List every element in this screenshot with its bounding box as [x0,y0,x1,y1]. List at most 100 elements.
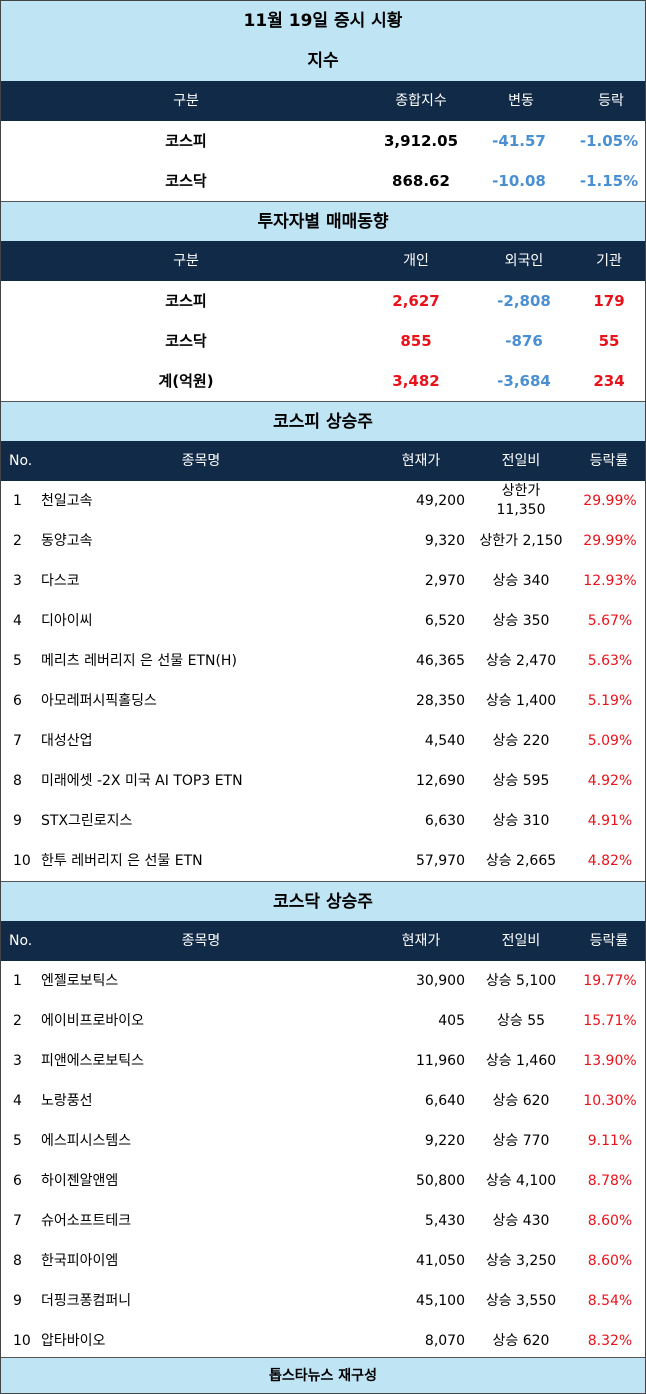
header-no: No. [9,453,33,469]
stock-no: 6 [13,693,22,709]
stock-rate: 15.71% [583,1013,637,1029]
stock-price: 6,640 [424,1093,465,1109]
stock-price: 9,220 [424,1133,465,1149]
index-table-body: 코스피 3,912.05 -41.57 -1.05% 코스닥 868.62 -10.08 -1… [1,121,645,201]
market-name: 코스피 [165,292,207,310]
stock-row: 7 대성산업 4,540 상승 220 5.09% [1,721,645,761]
stock-name: 에이비프로바이오 [41,1013,145,1029]
stock-row: 9 더핑크퐁컴퍼니 45,100 상승 3,550 8.54% [1,1281,645,1321]
stock-diff: 상승 1,460 [485,1053,557,1069]
index-table-header: 구분 종합지수 변동 등락 [1,81,645,121]
stock-price: 57,970 [416,853,465,869]
stock-diff: 상승 595 [492,773,550,789]
header-foreign: 외국인 [504,253,544,269]
kospi-gainers-body: 1 천일고속 49,200 상한가 11,350 29.99% 2 동양고속 9,320 상한가 … [1,481,645,881]
individual-value: 3,482 [392,372,440,390]
index-section-title: 지수 [1,41,645,81]
stock-rate: 29.99% [583,533,637,549]
stock-diff: 상승 2,665 [485,853,557,869]
stock-no: 6 [13,1173,22,1189]
stock-name: 천일고속 [41,493,93,509]
stock-rate: 19.77% [583,973,637,989]
stock-no: 8 [13,1253,22,1269]
stock-diff: 상한가 2,150 [479,533,563,549]
stock-price: 46,365 [416,653,465,669]
stock-no: 3 [13,1053,22,1069]
stock-no: 8 [13,773,22,789]
stock-rate: 10.30% [583,1093,637,1109]
index-row: 코스피 3,912.05 -41.57 -1.05% [1,121,645,161]
stock-diff: 상승 430 [492,1213,550,1229]
stock-price: 11,960 [416,1053,465,1069]
kosdaq-gainers-title: 코스닥 상승주 [1,881,645,921]
index-rate: -1.15% [579,172,639,190]
stock-row: 1 엔젤로보틱스 30,900 상승 5,100 19.77% [1,961,645,1001]
stock-name: 피앤에스로보틱스 [41,1053,145,1069]
header-diff: 전일비 [501,453,541,469]
header-category: 구분 [173,93,199,109]
stock-rate: 8.60% [587,1253,633,1269]
individual-value: 2,627 [392,292,440,310]
market-name: 코스닥 [165,172,207,190]
stock-name: 한국피아이엠 [41,1253,119,1269]
stock-diff: 상승 1,400 [485,693,557,709]
stock-row: 4 디아이씨 6,520 상승 350 5.67% [1,601,645,641]
stock-price: 8,070 [424,1333,465,1349]
stock-name: 하이젠알앤엠 [41,1173,119,1189]
foreign-value: -3,684 [497,372,551,390]
index-row: 코스닥 868.62 -10.08 -1.15% [1,161,645,201]
stock-diff: 상승 310 [492,813,550,829]
stock-diff: 상승 55 [496,1013,546,1029]
stock-price: 28,350 [416,693,465,709]
stock-price: 49,200 [416,493,465,509]
stock-name: 대성산업 [41,733,93,749]
stock-diff: 상승 770 [492,1133,550,1149]
stock-diff: 상한가 11,350 [471,481,571,521]
stock-row: 10 압타바이오 8,070 상승 620 8.32% [1,1321,645,1361]
kosdaq-gainers-body: 1 엔젤로보틱스 30,900 상승 5,100 19.77% 2 에이비프로바이오 405 상… [1,961,645,1361]
stock-price: 5,430 [424,1213,465,1229]
stock-no: 9 [13,813,22,829]
stock-name: 한투 레버리지 은 선물 ETN [41,853,203,869]
investor-row: 코스피 2,627 -2,808 179 [1,281,645,321]
stock-name: 아모레퍼시픽홀딩스 [41,693,157,709]
header-individual: 개인 [403,253,429,269]
stock-no: 2 [13,1013,22,1029]
stock-price: 2,970 [424,573,465,589]
foreign-value: -876 [505,332,543,350]
stock-row: 2 에이비프로바이오 405 상승 55 15.71% [1,1001,645,1041]
stock-name: 동양고속 [41,533,93,549]
stock-no: 7 [13,733,22,749]
stock-rate: 5.19% [587,693,633,709]
stock-diff: 상승 3,250 [485,1253,557,1269]
index-value: 3,912.05 [383,132,459,150]
stock-row: 4 노랑풍선 6,640 상승 620 10.30% [1,1081,645,1121]
header-rate: 등락률 [589,453,629,469]
stock-no: 4 [13,1093,22,1109]
kospi-gainers-header: No. 종목명 현재가 전일비 등락률 [1,441,645,481]
stock-no: 1 [13,973,22,989]
stock-price: 41,050 [416,1253,465,1269]
stock-rate: 4.82% [587,853,633,869]
stock-price: 12,690 [416,773,465,789]
stock-name: 노랑풍선 [41,1093,93,1109]
stock-no: 2 [13,533,22,549]
stock-name: 엔젤로보틱스 [41,973,119,989]
stock-row: 5 메리츠 레버리지 은 선물 ETN(H) 46,365 상승 2,470 5.63% [1,641,645,681]
footer-credit: 톱스타뉴스 재구성 [1,1357,645,1393]
header-price: 현재가 [401,933,441,949]
header-institution: 기관 [596,253,622,269]
header-price: 현재가 [401,453,441,469]
stock-diff: 상승 5,100 [485,973,557,989]
stock-diff: 상승 340 [492,573,550,589]
stock-price: 50,800 [416,1173,465,1189]
stock-row: 1 천일고속 49,200 상한가 11,350 29.99% [1,481,645,521]
stock-diff: 상승 350 [492,613,550,629]
stock-row: 9 STX그린로지스 6,630 상승 310 4.91% [1,801,645,841]
stock-no: 5 [13,1133,22,1149]
stock-rate: 8.32% [587,1333,633,1349]
stock-no: 7 [13,1213,22,1229]
institution-value: 179 [593,292,625,310]
stock-price: 405 [438,1013,465,1029]
institution-value: 55 [598,332,620,350]
